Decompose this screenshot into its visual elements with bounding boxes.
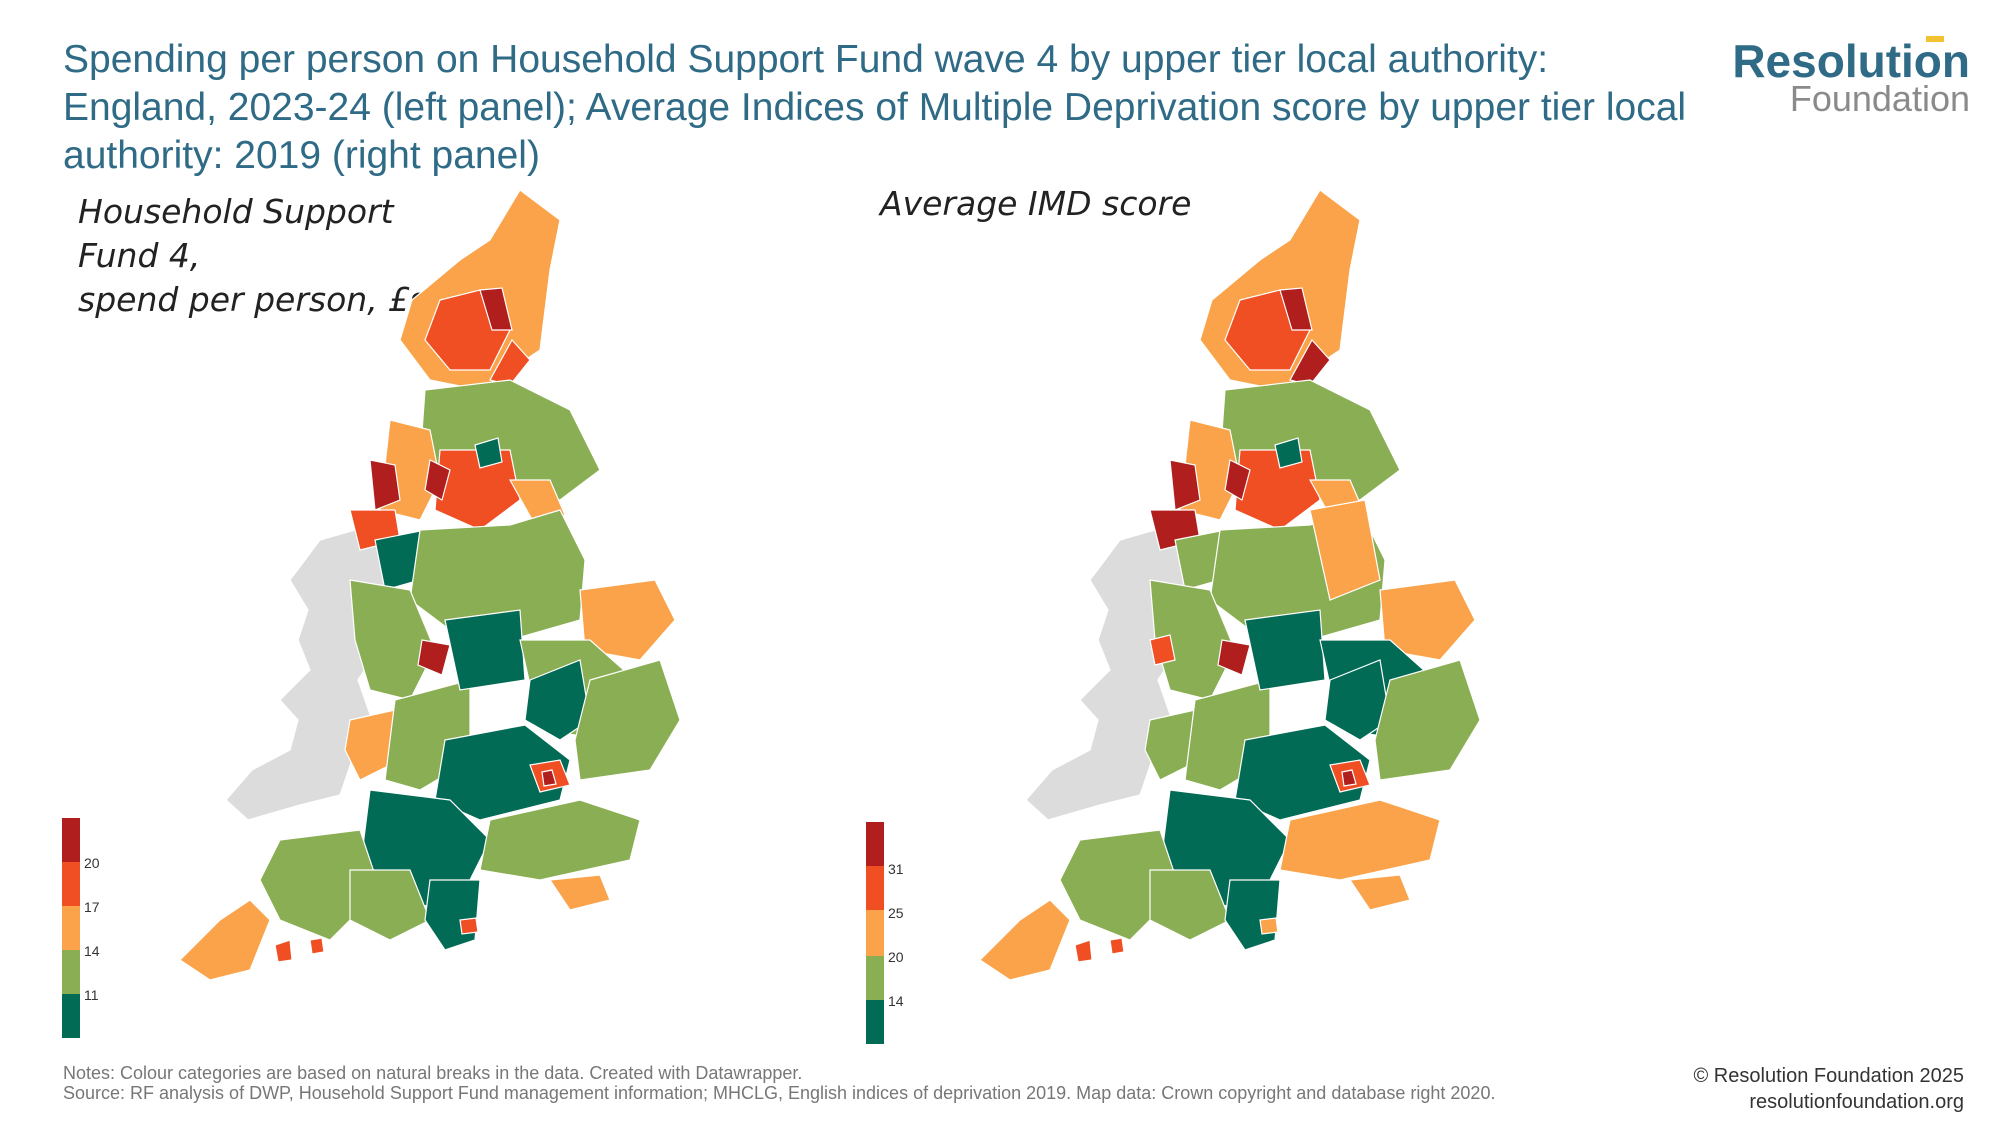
notes-line: Notes: Colour categories are based on na… [63,1063,803,1083]
local-authority-area[interactable] [344,709,401,781]
legend-swatch-light-green [62,950,80,994]
legend-tick: 25 [888,905,904,921]
legend-swatch-light-green [866,956,884,1000]
england-regions[interactable] [180,189,681,981]
legend-tick: 14 [84,943,100,959]
local-authority-area[interactable] [980,899,1071,981]
local-authority-area[interactable] [479,799,641,881]
local-authority-area[interactable] [424,879,481,951]
local-authority-area[interactable] [548,874,611,911]
legend-swatch-red-orange [62,862,80,906]
left-color-legend: 20 17 14 11 [62,818,122,1038]
source-line: Source: RF analysis of DWP, Household Su… [63,1083,1496,1103]
local-authority-area[interactable] [417,639,451,676]
local-authority-area[interactable] [459,917,479,935]
local-authority-area[interactable] [1341,769,1357,787]
local-authority-area[interactable] [1259,917,1279,935]
notes-and-source: Notes: Colour categories are based on na… [63,1063,1643,1103]
hsf4-spend-map [180,189,681,981]
right-panel-label: Average IMD score [880,184,1192,223]
local-authority-area[interactable] [574,659,681,781]
legend-tick: 11 [84,987,99,1003]
local-authority-area[interactable] [1309,499,1381,601]
legend-swatch-dark-red [62,818,80,862]
local-authority-area[interactable] [409,509,586,641]
chart-title: Spending per person on Household Support… [63,38,1687,177]
logo-word-resolution: Resolution [1732,35,1970,87]
legend-swatch-light-orange [866,910,884,956]
website-link[interactable]: resolutionfoundation.org [1749,1091,1964,1113]
local-authority-area[interactable] [1109,937,1125,955]
copyright-text: © Resolution Foundation 2025 [1693,1065,1964,1087]
local-authority-area[interactable] [1279,799,1441,881]
local-authority-area[interactable] [1149,634,1176,666]
left-panel-label: Household Support Fund 4, spend per pers… [78,192,427,319]
local-authority-area[interactable] [524,659,591,741]
local-authority-area[interactable] [1234,449,1321,531]
legend-swatch-light-orange [62,906,80,950]
local-authority-area[interactable] [1217,639,1251,676]
legend-swatch-dark-green [866,1000,884,1044]
local-authority-area[interactable] [349,869,431,941]
local-authority-area[interactable] [1224,459,1251,501]
right-color-legend: 31 25 20 14 [866,822,926,1044]
local-authority-area[interactable] [1279,287,1313,331]
local-authority-area[interactable] [309,937,325,955]
local-authority-area[interactable] [1169,459,1201,511]
england-regions[interactable] [980,189,1481,981]
legend-tick: 20 [84,855,100,871]
local-authority-area[interactable] [180,899,271,981]
logo-accent-mark [1926,36,1944,42]
resolution-foundation-logo: Resolution Foundation [1700,30,1980,119]
local-authority-area[interactable] [444,609,526,691]
local-authority-area[interactable] [1149,869,1231,941]
legend-swatch-dark-red [866,822,884,866]
local-authority-area[interactable] [474,437,503,469]
logo-word-foundation: Foundation [1789,78,1970,119]
local-authority-area[interactable] [424,459,451,501]
local-authority-area[interactable] [1244,609,1326,691]
legend-tick: 20 [888,949,904,965]
legend-tick: 14 [888,993,904,1009]
local-authority-area[interactable] [1348,874,1411,911]
local-authority-area[interactable] [541,769,557,787]
local-authority-area[interactable] [1274,437,1303,469]
copyright-block: © Resolution Foundation 2025 resolutionf… [1564,1063,1964,1115]
legend-swatch-red-orange [866,866,884,910]
legend-tick: 31 [888,861,904,877]
local-authority-area[interactable] [434,449,521,531]
local-authority-area[interactable] [1144,709,1201,781]
local-authority-area[interactable] [1074,939,1093,963]
local-authority-area[interactable] [479,287,513,331]
legend-swatch-dark-green [62,994,80,1038]
local-authority-area[interactable] [1374,659,1481,781]
local-authority-area[interactable] [274,939,293,963]
legend-tick: 17 [84,899,100,915]
local-authority-area[interactable] [1324,659,1391,741]
imd-score-map [980,189,1481,981]
local-authority-area[interactable] [369,459,401,511]
local-authority-area[interactable] [1224,879,1281,951]
